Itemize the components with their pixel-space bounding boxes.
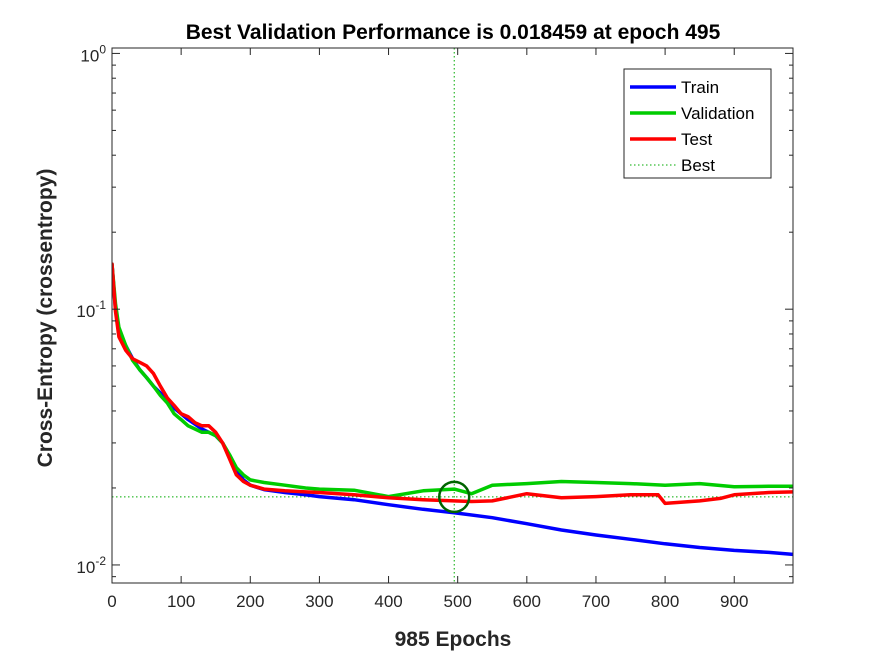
x-axis-label: 985 Epochs: [395, 628, 512, 651]
x-tick-label: 0: [107, 592, 116, 611]
y-axis-ticks: 10-2 10-1 100: [76, 42, 793, 578]
x-tick-label: 700: [582, 592, 610, 611]
x-tick-label: 200: [236, 592, 264, 611]
legend-label-best: Best: [681, 156, 715, 175]
x-tick-label: 600: [513, 592, 541, 611]
x-tick-label: 500: [443, 592, 471, 611]
legend-label-validation: Validation: [681, 104, 754, 123]
x-tick-label: 900: [720, 592, 748, 611]
x-tick-label: 300: [305, 592, 333, 611]
y-tick-label: 10-2: [76, 554, 106, 577]
y-tick-label: 100: [80, 42, 106, 65]
series-line-test: [112, 262, 793, 506]
x-axis-ticks: 0 100 200 300 400 500 600 700 800 900: [107, 48, 748, 611]
chart-title: Best Validation Performance is 0.018459 …: [186, 21, 721, 44]
x-tick-label: 400: [374, 592, 402, 611]
series-layer: [112, 48, 793, 583]
legend: Train Validation Test Best: [623, 68, 772, 179]
best-point-marker: [437, 480, 471, 514]
y-tick-label: 10-1: [76, 298, 106, 321]
x-tick-label: 800: [651, 592, 679, 611]
y-axis-label: Cross-Entropy (crossentropy): [34, 169, 57, 468]
x-tick-label: 100: [167, 592, 195, 611]
legend-label-test: Test: [681, 130, 712, 149]
axes-box: [111, 47, 794, 584]
legend-label-train: Train: [681, 78, 719, 97]
series-line-validation: [112, 262, 793, 499]
